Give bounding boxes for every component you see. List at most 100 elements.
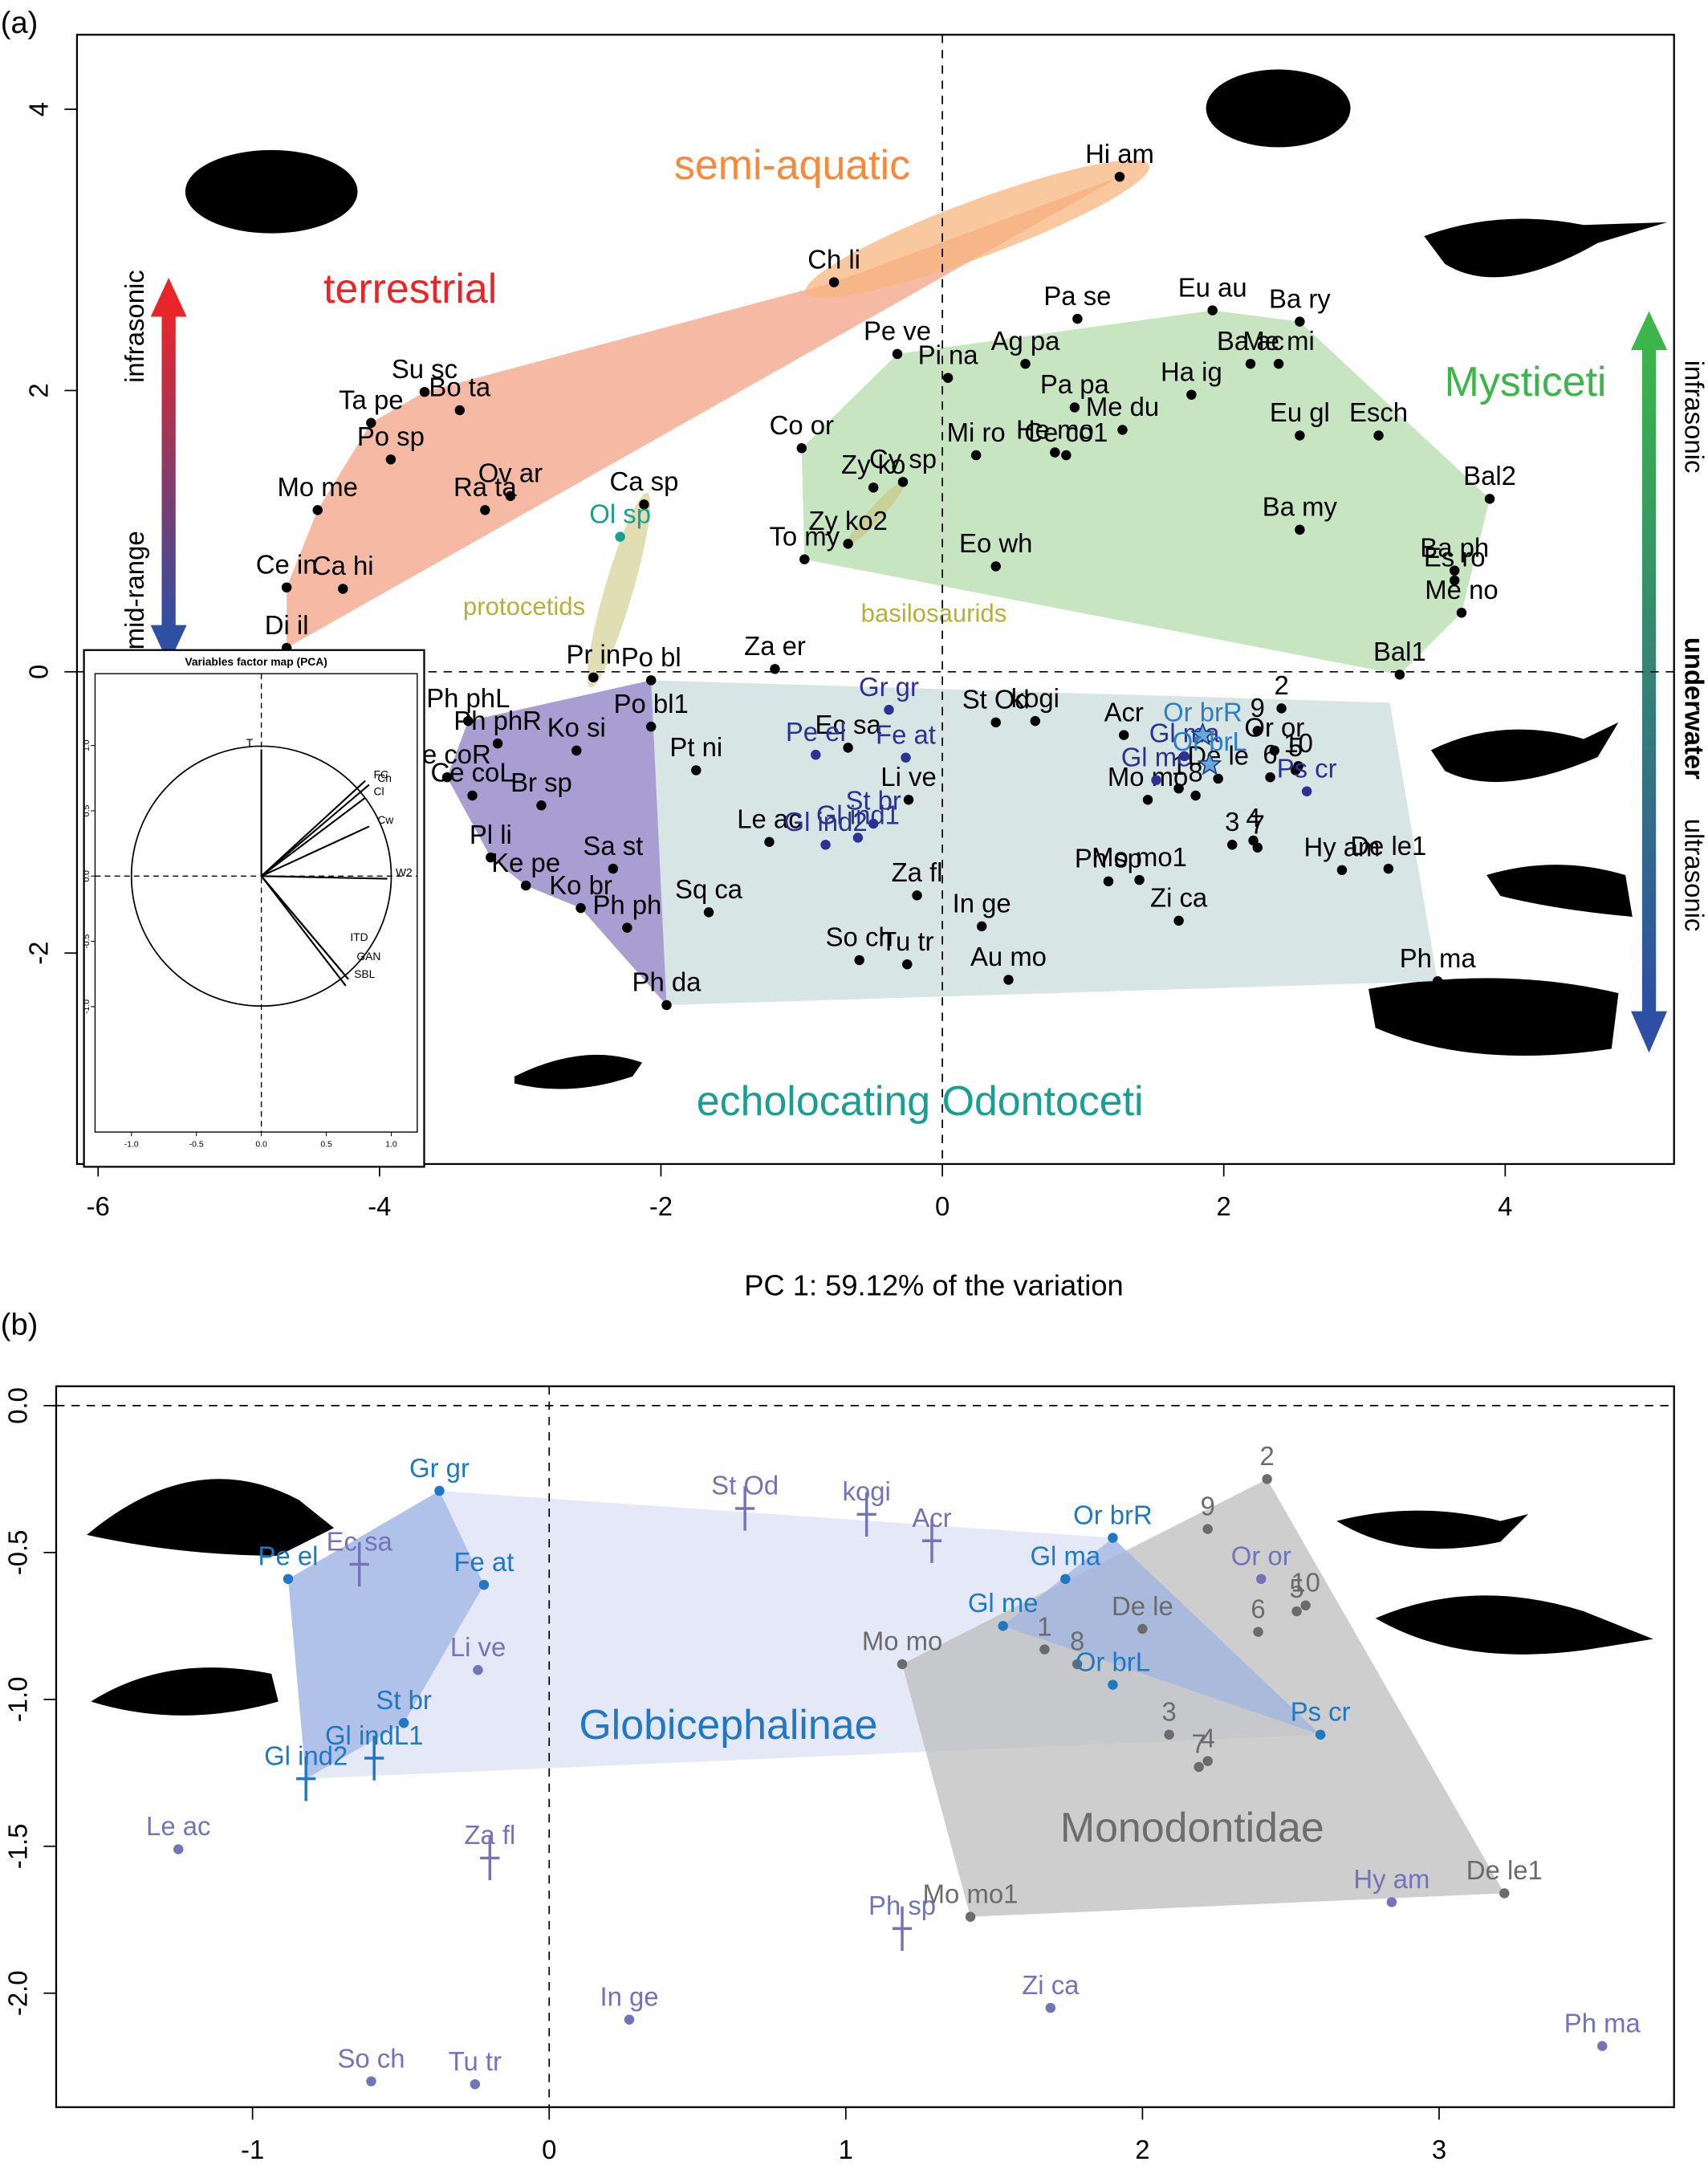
- point-label: Ag pa: [991, 326, 1061, 356]
- point-label: Ps cr: [1277, 753, 1337, 783]
- region: [1002, 1537, 1321, 1735]
- y-tick-label: -0.5: [83, 934, 92, 948]
- silhouette-sperm: [1368, 978, 1619, 1056]
- point-label: So ch: [337, 2043, 405, 2073]
- point: [990, 561, 1001, 572]
- point-label: Po sp: [357, 421, 425, 451]
- point-label: Bo ta: [429, 372, 490, 402]
- point: [575, 902, 586, 914]
- point-label: Me no: [1425, 575, 1498, 605]
- point-label: Le ac: [146, 1811, 210, 1841]
- point: [486, 852, 496, 863]
- vector: [260, 875, 347, 987]
- point-label: Gl indL1: [325, 1720, 423, 1750]
- point: [903, 794, 914, 805]
- point: [338, 584, 348, 594]
- point: [1020, 358, 1031, 369]
- point-label: Or or: [1231, 1541, 1291, 1571]
- point-label: 6: [1263, 739, 1277, 769]
- plot: [287, 160, 1490, 1005]
- point: [1114, 171, 1125, 182]
- point: [283, 1573, 294, 1585]
- point-label: 7: [1191, 1729, 1206, 1759]
- point: [505, 491, 516, 502]
- point: [1291, 1606, 1302, 1617]
- point-label: De le1: [1466, 1855, 1543, 1885]
- x-tick-label: 0: [935, 1191, 950, 1221]
- point-label: Ec sa: [815, 710, 882, 739]
- point: [1383, 863, 1394, 874]
- point-label: 10: [1283, 728, 1313, 758]
- point: [398, 1717, 409, 1728]
- point: [463, 715, 474, 727]
- region: [847, 481, 905, 545]
- arrow-shaft: [1641, 347, 1657, 1015]
- point-label: Ps cr: [1291, 1696, 1351, 1726]
- point: [467, 790, 478, 801]
- point-label: Gl ind2: [264, 1740, 348, 1770]
- silhouette-pilot: [1336, 1510, 1529, 1549]
- vector-label: Cw: [377, 813, 394, 826]
- arrow-left: [150, 278, 187, 665]
- point-label: To my: [769, 521, 840, 551]
- point: [520, 880, 531, 891]
- point-label: Eu au: [1178, 272, 1247, 302]
- arrow-head: [150, 625, 187, 665]
- point: [897, 1659, 908, 1670]
- vector: [260, 780, 366, 877]
- vector: [260, 784, 370, 877]
- point: [868, 818, 879, 829]
- point: [799, 554, 810, 564]
- point-label: Gl ind2: [784, 807, 868, 837]
- point: [1173, 783, 1184, 794]
- point: [1290, 765, 1301, 776]
- point: [1301, 786, 1312, 796]
- silhouette-whale: [1424, 218, 1668, 278]
- point: [1061, 450, 1072, 461]
- vector-label: FC: [373, 767, 388, 780]
- point: [1315, 1729, 1326, 1740]
- panel-label: (a): [1, 6, 39, 40]
- silhouette-pilot: [1375, 1595, 1653, 1655]
- point: [1252, 842, 1263, 853]
- panel-label: (b): [1, 1308, 39, 1341]
- point: [884, 704, 894, 715]
- region: [447, 680, 667, 1005]
- point: [921, 1518, 942, 1563]
- plot-frame: [55, 1385, 1675, 2108]
- point: [1253, 1626, 1263, 1637]
- x-tick-label: -1: [241, 2135, 264, 2164]
- point: [965, 1911, 976, 1922]
- plot-frame: [75, 34, 1675, 1166]
- point: [1202, 1524, 1213, 1534]
- point-label: kogi: [1011, 683, 1059, 713]
- point-label: Za er: [744, 631, 806, 661]
- point: [843, 743, 853, 753]
- point-label: Pi na: [918, 340, 979, 369]
- y-tick-label: -2: [24, 942, 54, 965]
- vector-label: GAN: [356, 950, 380, 963]
- point-label: 6: [1250, 1594, 1265, 1623]
- point-label: Ph ma: [1400, 943, 1477, 973]
- point: [796, 443, 807, 454]
- point-label: St br: [376, 1685, 431, 1715]
- point-label: Ph da: [632, 967, 702, 997]
- vector: [261, 875, 388, 880]
- point-label: 2: [1259, 1441, 1274, 1471]
- point: [622, 922, 632, 933]
- y-tick-label: 0.0: [3, 1387, 33, 1424]
- point-label: Ko si: [547, 713, 606, 743]
- x-tick-label: -4: [368, 1191, 391, 1221]
- point: [480, 505, 490, 515]
- point: [470, 2078, 481, 2090]
- point-label: Sq ca: [675, 874, 743, 904]
- point: [1202, 1756, 1213, 1766]
- x-tick-label: 4: [1498, 1191, 1512, 1221]
- vector-label: W2: [396, 865, 413, 878]
- inset-title: Variables factor map (PCA): [185, 655, 327, 668]
- x-tick-label: 2: [1217, 1191, 1231, 1221]
- x-tick-label: -6: [87, 1191, 110, 1221]
- point-label: Eo wh: [959, 528, 1032, 558]
- point-label: St br: [845, 786, 901, 816]
- point: [1164, 1729, 1174, 1740]
